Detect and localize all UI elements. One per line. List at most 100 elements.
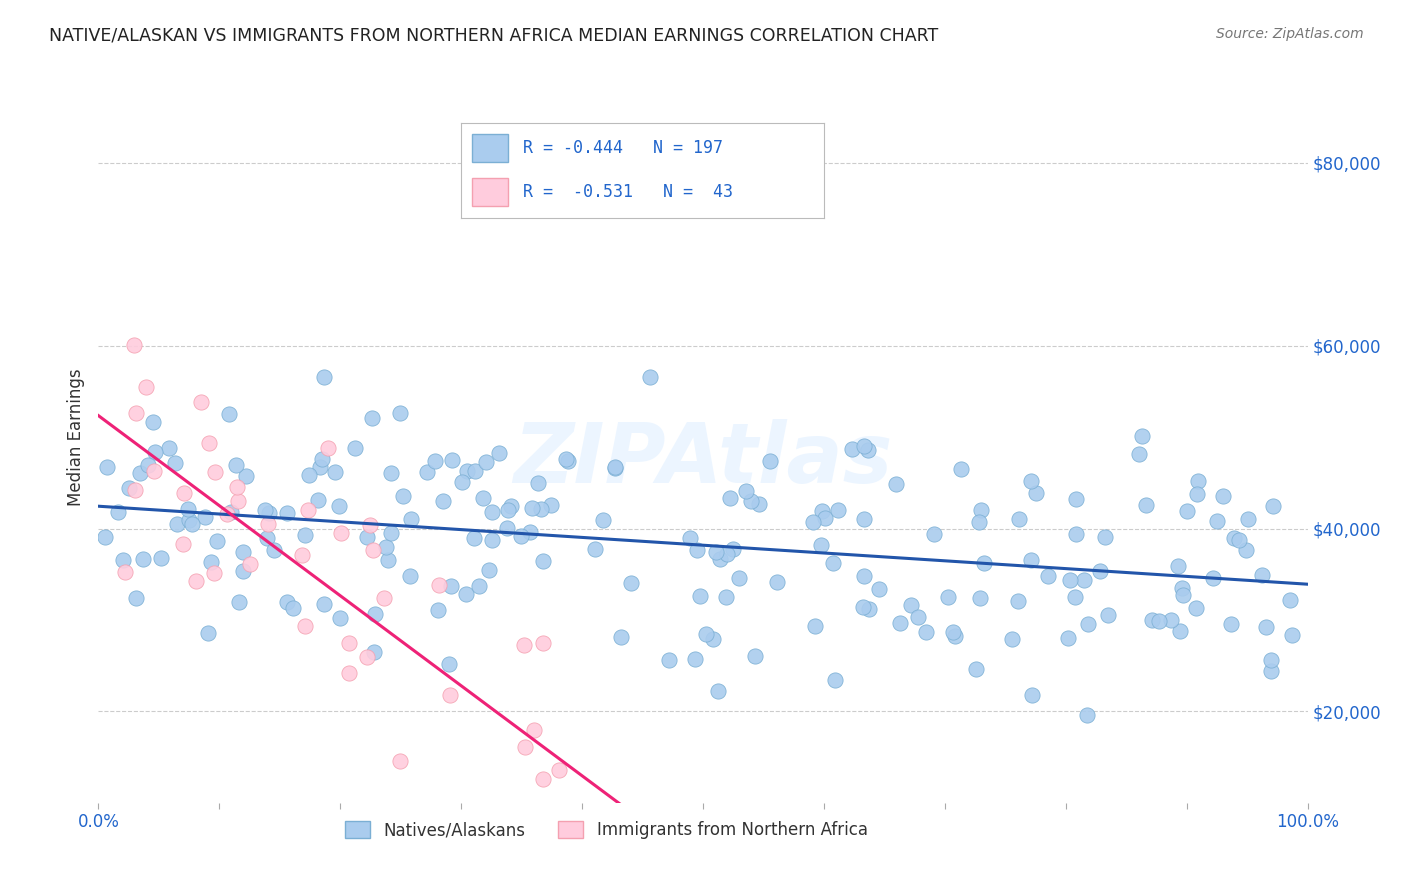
Point [475, 455, 498, 469]
Point [1057, 632, 1080, 646]
Point [1212, 490, 1234, 504]
Point [481, 505, 503, 519]
Point [943, 629, 966, 643]
Point [149, 550, 172, 565]
Point [605, 461, 627, 475]
Point [166, 517, 188, 532]
Point [143, 464, 166, 478]
Legend: Natives/Alaskans, Immigrants from Northern Africa: Natives/Alaskans, Immigrants from Northe… [337, 814, 875, 846]
Point [478, 562, 501, 576]
Point [1097, 608, 1119, 623]
Point [1149, 614, 1171, 628]
Point [1220, 616, 1243, 631]
Point [853, 439, 876, 453]
Point [186, 574, 208, 589]
Point [122, 338, 145, 352]
Point [488, 446, 510, 460]
Point [180, 516, 202, 531]
Point [172, 537, 194, 551]
Point [1173, 588, 1195, 602]
Point [824, 673, 846, 688]
Y-axis label: Median Earnings: Median Earnings [66, 368, 84, 506]
Point [1064, 527, 1087, 541]
Point [858, 601, 880, 615]
Point [330, 526, 353, 541]
Point [276, 595, 298, 609]
Point [307, 492, 329, 507]
Point [583, 541, 606, 556]
Point [706, 683, 728, 698]
Point [1234, 542, 1257, 557]
Point [1281, 628, 1303, 642]
Point [297, 503, 319, 517]
Point [1064, 492, 1087, 507]
Point [361, 410, 384, 425]
Point [658, 653, 681, 667]
Point [200, 556, 222, 570]
Point [557, 453, 579, 467]
Point [592, 513, 614, 527]
Point [509, 529, 531, 543]
Point [973, 556, 995, 570]
Text: Source: ZipAtlas.com: Source: ZipAtlas.com [1216, 27, 1364, 41]
Point [374, 541, 396, 555]
Point [852, 600, 875, 615]
Point [644, 841, 666, 855]
Point [766, 574, 789, 589]
Point [373, 591, 395, 606]
Point [1025, 485, 1047, 500]
Point [609, 631, 631, 645]
Point [132, 552, 155, 566]
Point [463, 531, 485, 545]
Point [1076, 617, 1098, 632]
Point [204, 466, 226, 480]
Point [1205, 514, 1227, 528]
Point [425, 454, 447, 468]
Point [679, 531, 702, 545]
Point [938, 591, 960, 605]
Point [498, 502, 520, 516]
Point [205, 534, 228, 549]
Point [356, 650, 378, 665]
Point [513, 739, 536, 754]
Point [328, 499, 350, 513]
Point [603, 460, 626, 475]
Point [907, 610, 929, 624]
Point [143, 445, 166, 459]
Point [401, 512, 423, 526]
Point [1073, 573, 1095, 587]
Point [530, 502, 553, 516]
Point [228, 595, 250, 609]
Point [165, 456, 187, 470]
Point [1202, 571, 1225, 585]
Point [232, 564, 254, 578]
Point [686, 542, 709, 557]
Point [1059, 573, 1081, 587]
Point [969, 503, 991, 517]
Point [620, 576, 643, 591]
Point [721, 541, 744, 556]
Point [377, 553, 399, 567]
Point [814, 511, 837, 525]
Point [949, 462, 972, 476]
Point [294, 619, 316, 633]
Point [748, 497, 770, 511]
Point [359, 517, 381, 532]
Point [531, 635, 554, 649]
Point [1237, 512, 1260, 526]
Point [190, 395, 212, 409]
Point [364, 607, 387, 621]
Point [225, 458, 247, 472]
Point [94, 530, 117, 544]
Point [440, 452, 463, 467]
Point [702, 632, 724, 646]
Point [735, 483, 758, 498]
Point [1170, 624, 1192, 638]
Point [221, 505, 243, 519]
Point [1036, 569, 1059, 583]
Point [1007, 594, 1029, 608]
Point [489, 808, 512, 822]
Point [1021, 688, 1043, 702]
Point [218, 408, 240, 422]
Point [1187, 474, 1209, 488]
